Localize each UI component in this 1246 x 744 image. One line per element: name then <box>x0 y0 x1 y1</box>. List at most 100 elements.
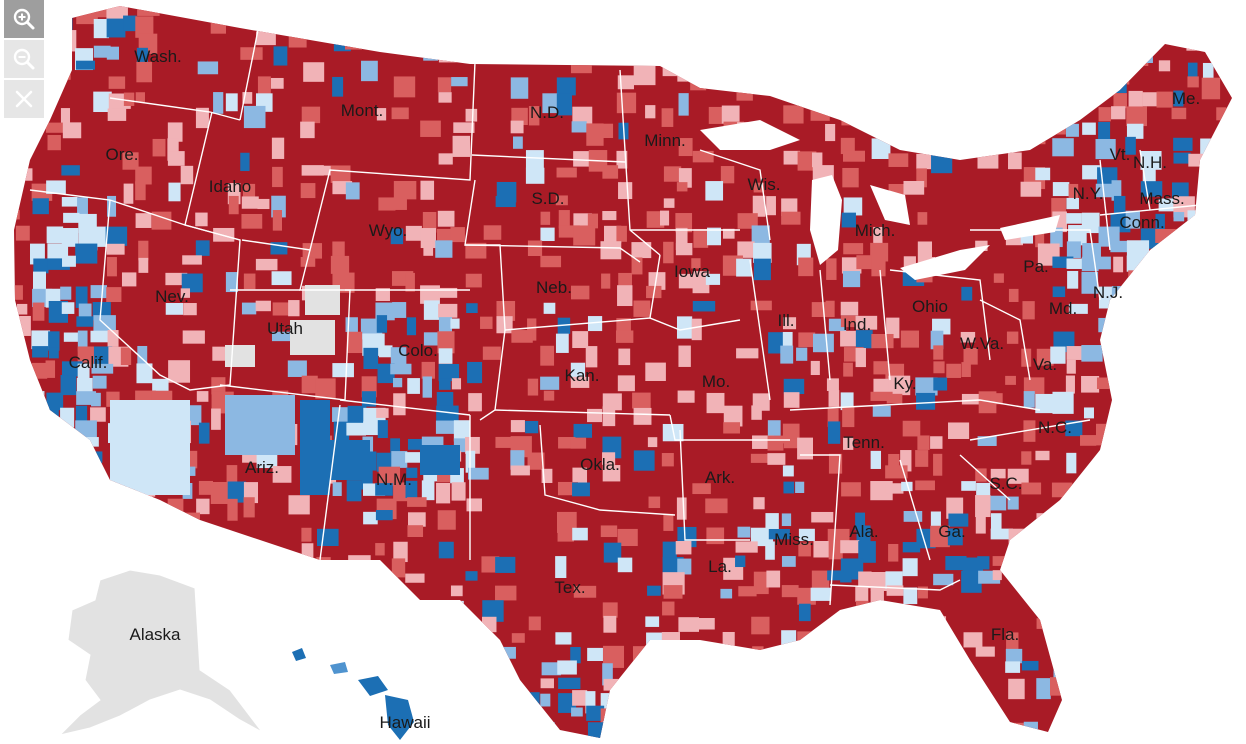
county-patch[interactable] <box>61 302 75 314</box>
county-patch[interactable] <box>600 241 622 260</box>
county-patch[interactable] <box>46 392 64 411</box>
county-patch[interactable] <box>1155 346 1176 361</box>
county-patch[interactable] <box>405 225 422 241</box>
county-patch[interactable] <box>961 481 976 491</box>
county-patch[interactable] <box>1051 587 1064 610</box>
county-patch[interactable] <box>32 198 49 215</box>
county-patch[interactable] <box>603 678 622 691</box>
county-patch[interactable] <box>1110 240 1133 253</box>
county-patch[interactable] <box>1006 737 1026 744</box>
county-patch[interactable] <box>198 480 213 495</box>
county-patch[interactable] <box>1006 632 1019 653</box>
county-patch[interactable] <box>75 286 88 308</box>
county-patch[interactable] <box>93 45 111 58</box>
county-patch[interactable] <box>210 15 227 34</box>
county-patch[interactable] <box>1173 481 1196 493</box>
county-patch[interactable] <box>796 15 807 29</box>
county-patch[interactable] <box>1110 645 1126 665</box>
county-patch[interactable] <box>948 62 964 75</box>
county-patch[interactable] <box>540 255 562 268</box>
county-patch[interactable] <box>30 676 48 692</box>
county-patch[interactable] <box>706 527 725 545</box>
county-patch[interactable] <box>1141 330 1153 341</box>
county-patch[interactable] <box>572 482 590 497</box>
county-patch[interactable] <box>525 150 544 169</box>
county-patch[interactable] <box>481 45 498 58</box>
county-patch[interactable] <box>617 285 633 307</box>
county-patch[interactable] <box>91 226 107 247</box>
county-patch[interactable] <box>136 363 153 384</box>
county-patch[interactable] <box>886 585 904 596</box>
county-patch[interactable] <box>407 378 420 394</box>
county-patch[interactable] <box>45 122 65 133</box>
county-patch[interactable] <box>1230 735 1246 744</box>
county-patch[interactable] <box>678 273 695 289</box>
county-patch[interactable] <box>540 211 551 225</box>
county-patch[interactable] <box>167 122 183 142</box>
county-patch[interactable] <box>587 316 603 332</box>
county-patch[interactable] <box>1021 482 1042 495</box>
county-patch[interactable] <box>392 197 407 210</box>
county-patch[interactable] <box>663 241 674 264</box>
county-patch[interactable] <box>18 168 33 181</box>
county-patch[interactable] <box>795 481 805 493</box>
county-patch[interactable] <box>1051 482 1073 498</box>
county-patch[interactable] <box>570 376 590 388</box>
county-patch[interactable] <box>47 258 70 270</box>
county-patch[interactable] <box>678 93 689 116</box>
county-patch[interactable] <box>451 678 464 695</box>
county-patch[interactable] <box>1216 107 1227 121</box>
county-patch[interactable] <box>1035 167 1051 181</box>
county-patch[interactable] <box>18 138 32 153</box>
county-patch[interactable] <box>960 331 976 343</box>
county-patch[interactable] <box>1140 0 1150 18</box>
county-patch[interactable] <box>842 150 865 162</box>
county-patch[interactable] <box>106 243 125 255</box>
county-patch[interactable] <box>228 585 240 605</box>
county-patch[interactable] <box>481 556 500 573</box>
county-patch[interactable] <box>888 453 900 474</box>
county-patch[interactable] <box>240 47 263 60</box>
county-patch[interactable] <box>885 483 904 494</box>
county-patch[interactable] <box>391 107 409 120</box>
county-patch[interactable] <box>993 723 1010 737</box>
county-patch[interactable] <box>647 3 667 21</box>
county-patch[interactable] <box>48 347 59 359</box>
county-patch[interactable] <box>885 693 903 705</box>
county-patch[interactable] <box>1021 63 1034 84</box>
county-patch[interactable] <box>1217 391 1230 412</box>
county-patch[interactable] <box>243 273 256 290</box>
county-patch[interactable] <box>180 735 199 744</box>
county-patch[interactable] <box>646 678 660 689</box>
county-patch[interactable] <box>180 165 194 185</box>
county-patch[interactable] <box>211 408 221 430</box>
county-patch[interactable] <box>1128 270 1148 281</box>
county-patch[interactable] <box>436 392 454 409</box>
county-patch[interactable] <box>840 330 859 347</box>
county-patch[interactable] <box>572 690 588 706</box>
county-patch[interactable] <box>842 93 858 110</box>
county-patch[interactable] <box>708 645 729 660</box>
county-patch[interactable] <box>390 438 401 455</box>
county-patch[interactable] <box>558 437 576 449</box>
county-patch[interactable] <box>122 152 139 170</box>
county-patch[interactable] <box>930 616 947 630</box>
county-patch[interactable] <box>106 0 128 22</box>
county-patch[interactable] <box>1173 616 1188 632</box>
county-patch[interactable] <box>781 691 792 708</box>
county-patch[interactable] <box>1125 482 1141 493</box>
county-patch[interactable] <box>393 393 406 416</box>
county-patch[interactable] <box>526 15 541 31</box>
county-patch[interactable] <box>765 541 775 560</box>
county-patch[interactable] <box>437 77 452 93</box>
county-patch[interactable] <box>510 77 529 99</box>
county-patch[interactable] <box>751 225 770 245</box>
county-patch[interactable] <box>1200 692 1213 704</box>
county-patch[interactable] <box>348 720 367 742</box>
county-patch[interactable] <box>1007 496 1019 510</box>
county-patch[interactable] <box>90 285 107 299</box>
county-patch[interactable] <box>797 437 814 460</box>
county-patch[interactable] <box>736 46 750 62</box>
county-patch[interactable] <box>855 330 873 349</box>
county-patch[interactable] <box>528 616 541 631</box>
